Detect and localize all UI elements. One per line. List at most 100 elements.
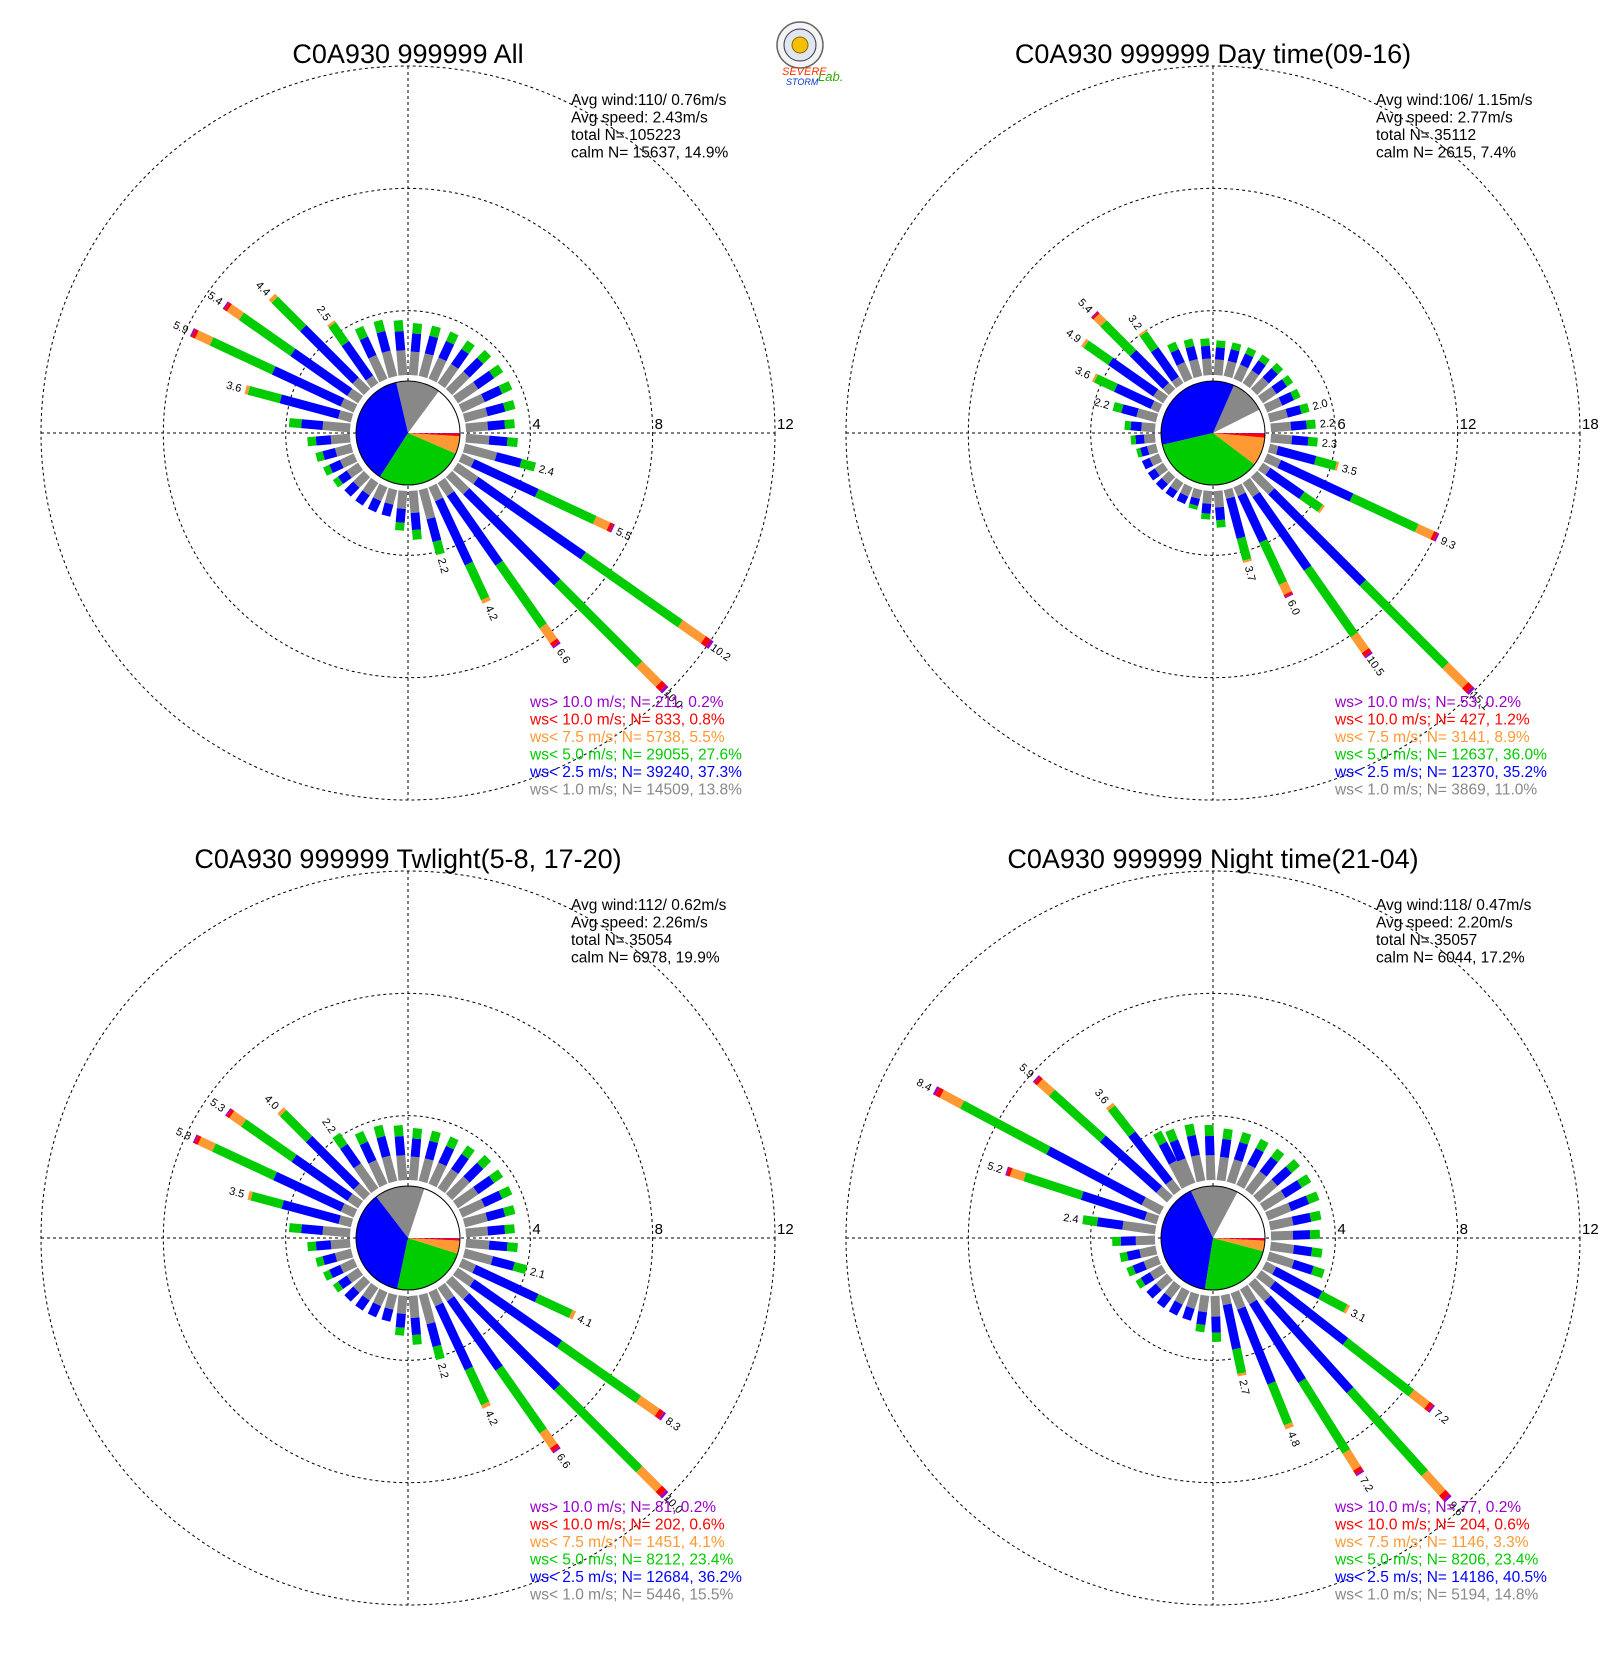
bar-segment [446,1136,459,1150]
legend-entry: ws< 2.5 m/s; N= 12684, 36.2% [529,1569,742,1586]
direction-bar [452,1169,504,1209]
bar-segment [373,1288,388,1307]
direction-bar [355,477,379,506]
wind-rose-panel-1: 6 12 185.44.93.23.62.23.76.010.515.19.33.5… [845,39,1599,801]
bar-total-label: 4.8 [1285,1430,1302,1449]
bar-segment [1005,1166,1010,1176]
bar-segment [481,1401,491,1409]
bar-segment [506,437,518,448]
bar-total-label: 7.2 [1431,1408,1450,1427]
legend-entry: ws> 10.0 m/s; N= 81, 0.2% [529,1499,716,1516]
stats-line: calm N= 6044, 17.2% [1376,950,1525,967]
bar-segment [461,1145,475,1159]
bar-segment [347,388,364,404]
bar-segment [368,1159,388,1188]
bar-segment [1466,686,1475,695]
bar-segment [384,1292,398,1310]
bar-total-label: 2.2 [435,557,451,575]
bar-segment [1292,1244,1313,1257]
bar-total-label: 3.5 [1340,463,1358,479]
bar-segment [1032,1075,1041,1084]
bar-segment [1291,1259,1314,1275]
bar-segment [437,1168,459,1194]
pie-slice [1213,1238,1265,1239]
bar-segment [1414,523,1435,540]
bar-segment [1258,354,1270,366]
bar-segment [340,1143,362,1169]
bar-segment [424,335,439,356]
bar-segment [1205,1155,1216,1181]
bar-segment [494,452,522,468]
direction-bar [332,1267,364,1293]
bar-segment [229,1110,247,1127]
bar-segment [1263,453,1282,469]
bar-total-label: 2.1 [528,1266,546,1282]
logo-text-3: Lab. [818,69,843,84]
bar-total-label: 4.4 [253,279,272,298]
bar-segment [1284,593,1294,599]
bar-segment [424,1140,439,1161]
bar-segment [472,1264,539,1303]
bar-segment [476,349,492,365]
bar-total-label: 2.5 [314,304,333,323]
bar-segment [1140,1272,1155,1286]
bar-segment [1121,404,1139,418]
stats-line: Avg wind:110/ 0.76m/s [571,92,727,109]
bar-segment [428,483,444,502]
direction-bar [1112,1235,1156,1247]
legend-entry: ws< 7.5 m/s; N= 1146, 3.3% [1334,1534,1529,1551]
bar-segment [1239,1132,1252,1145]
bar-segment [338,410,354,423]
bar-segment [1216,519,1226,528]
bar-segment [209,337,276,375]
bar-segment [1048,1089,1106,1143]
direction-bar: 5.8 [174,1126,358,1218]
direction-bar [1165,477,1184,499]
direction-bar [1126,1255,1161,1277]
bar-segment [1245,347,1257,358]
direction-bar [373,319,398,379]
bar-segment [322,421,351,433]
bar-segment [381,502,394,517]
bar-segment [341,340,374,381]
direction-bar [1259,1174,1312,1212]
direction-bar [1119,1245,1158,1263]
legend-entry: ws> 10.0 m/s; N= 53, 0.2% [1334,694,1521,711]
bar-segment [192,1134,199,1144]
direction-bar [1141,453,1163,470]
bar-segment [1143,433,1156,444]
bar-segment [1334,461,1340,471]
direction-bar [408,1295,422,1345]
bar-segment [1112,1236,1121,1247]
bar-segment [1099,1135,1163,1193]
direction-bar [1147,462,1169,481]
bar-total-label: 2.4 [1062,1212,1079,1226]
bar-segment [1298,1378,1351,1454]
bar-segment [549,1443,560,1452]
bar-total-label: 3.6 [1073,365,1092,382]
bar-segment [495,1365,547,1434]
legend-entry: ws< 5.0 m/s; N= 29055, 27.6% [529,747,742,764]
chart-title: C0A930 999999 Twlight(5-8, 17-20) [194,844,621,874]
bar-segment [300,325,359,384]
direction-bar [1176,483,1193,505]
bar-segment [1108,357,1159,397]
bar-total-label: 6.6 [554,1452,573,1471]
bar-segment [1269,1281,1349,1346]
direction-bar [465,433,518,448]
bar-segment [1155,477,1169,491]
bar-segment [381,350,398,379]
bar-segment [323,464,333,476]
bar-segment [352,377,371,396]
direction-bar [1200,338,1213,376]
bar-segment [394,522,405,531]
bar-segment [1257,386,1277,404]
direction-bar [1253,1159,1301,1203]
legend-entry: ws< 5.0 m/s; N= 8212, 23.4% [529,1552,734,1569]
ring-tick-label: 8 [655,416,663,433]
bar-segment [1132,1261,1147,1274]
bar-segment [1342,1337,1415,1397]
legend-entry: ws> 10.0 m/s; N= 77, 0.2% [1334,1499,1521,1516]
bar-segment [1216,1156,1229,1182]
bar-segment [418,487,436,520]
